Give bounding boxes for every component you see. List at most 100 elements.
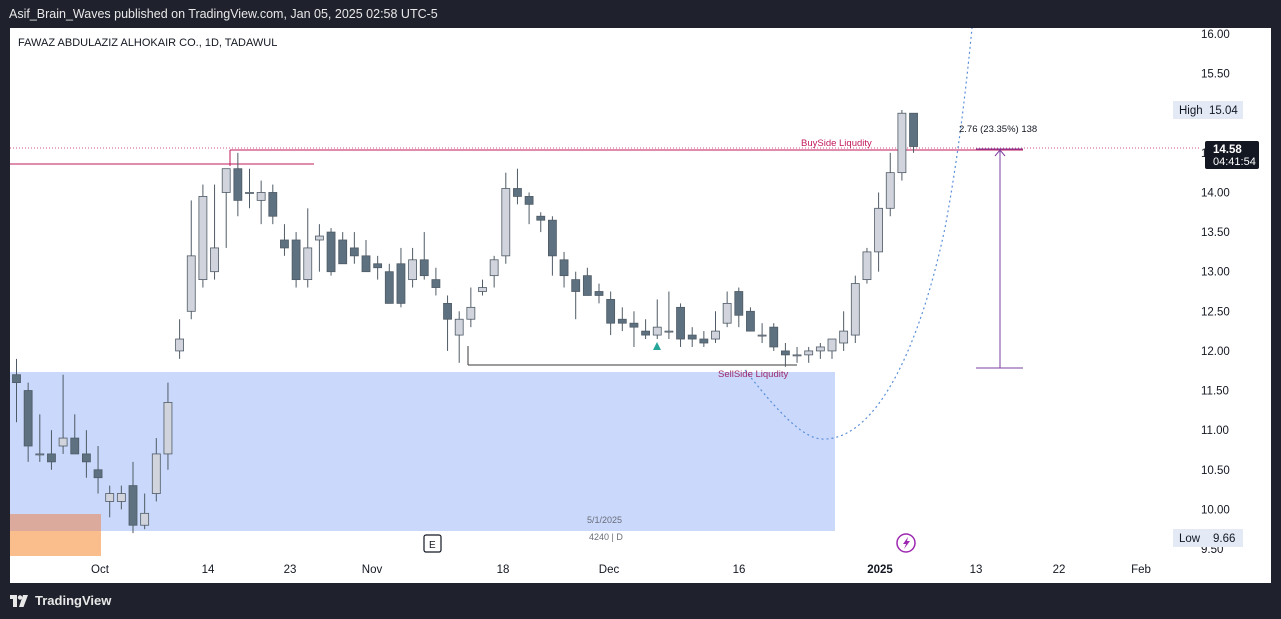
candle-body	[664, 330, 674, 333]
y-tick-label: 10.00	[1201, 504, 1230, 516]
candle	[734, 287, 744, 328]
candle	[548, 216, 557, 276]
x-tick-label: 16	[733, 564, 746, 576]
candle	[361, 240, 371, 273]
candle	[792, 346, 802, 363]
candle-body	[897, 112, 907, 174]
candle-body	[617, 318, 627, 324]
candle-body	[326, 231, 336, 273]
candle-body	[606, 299, 616, 324]
candle-body	[559, 259, 569, 277]
candle-body	[384, 271, 394, 304]
candle-body	[373, 263, 383, 269]
candle	[711, 311, 720, 343]
candle-body	[221, 168, 231, 193]
y-tick-label: 11.00	[1201, 425, 1229, 437]
candle	[606, 291, 616, 336]
candle	[466, 287, 476, 328]
candle	[804, 346, 814, 363]
candle	[850, 275, 860, 343]
candle-body	[548, 219, 557, 257]
candle-body	[116, 493, 126, 502]
low-value: 9.66	[1213, 533, 1235, 545]
y-tick-label: 12.00	[1201, 346, 1230, 358]
candle-body	[82, 453, 91, 463]
low-label: Low	[1179, 533, 1201, 545]
drawings-layer	[10, 28, 1200, 440]
low-badge	[1173, 529, 1243, 547]
candle-body	[431, 279, 441, 288]
candle-body	[443, 302, 452, 320]
candle-body	[12, 374, 21, 384]
candle-body	[338, 239, 348, 265]
candle-body	[885, 172, 895, 209]
candle	[326, 228, 336, 276]
tradingview-logo-icon	[10, 594, 30, 607]
candle-body	[70, 437, 80, 455]
candle	[827, 338, 837, 359]
y-tick-label: 11.50	[1201, 386, 1229, 398]
time-axis: Oct 14 23 Nov 18 Dec 16 2025 13 22 Feb	[91, 564, 1151, 576]
buyside-label: BuySide Liqudity	[801, 138, 872, 149]
candle-body	[163, 402, 173, 455]
candle	[897, 110, 907, 181]
candle-body	[850, 283, 860, 336]
price-chart[interactable]: 16.0015.5015.0014.5014.0013.5013.0012.50…	[10, 28, 1271, 583]
candle	[210, 184, 219, 280]
candle-body	[478, 287, 487, 292]
candles-layer	[12, 110, 918, 534]
candle	[885, 152, 895, 217]
candle	[221, 168, 231, 248]
earnings-icon[interactable]	[423, 534, 442, 553]
x-tick-label: 22	[1053, 564, 1066, 576]
candle	[163, 382, 173, 470]
candle-body	[513, 188, 522, 197]
candle-body	[641, 330, 650, 336]
candle-body	[757, 334, 767, 337]
candle-body	[128, 485, 138, 526]
candle-body	[349, 247, 359, 257]
signal-triangle-icon	[653, 342, 661, 350]
candle	[338, 232, 348, 265]
date-note: 5/1/2025	[587, 515, 622, 525]
candle-body	[186, 255, 196, 312]
candle	[151, 438, 161, 502]
candle-body	[781, 350, 790, 356]
candle	[408, 247, 418, 288]
candle	[874, 192, 883, 272]
candle-body	[93, 469, 103, 479]
rose-zone-overlay	[10, 514, 101, 531]
published-line: Asif_Brain_Waves published on TradingVie…	[9, 7, 438, 21]
measure-label: 2.76 (23.35%) 138	[959, 124, 1037, 135]
code-note: 4240 | D	[589, 532, 623, 542]
x-tick-label: Dec	[599, 564, 620, 576]
candle	[489, 255, 499, 288]
candle	[245, 168, 254, 209]
candle-body	[874, 207, 883, 253]
countdown: 04:41:54	[1213, 156, 1256, 168]
candle	[524, 192, 534, 225]
candle	[536, 212, 546, 233]
candle	[699, 331, 709, 347]
candle-body	[571, 279, 581, 292]
high-label: High	[1179, 105, 1203, 117]
candle-body	[582, 275, 592, 296]
tradingview-brand[interactable]: TradingView	[10, 592, 111, 608]
candle	[757, 323, 767, 343]
candle-body	[47, 453, 56, 463]
candle	[769, 323, 779, 351]
candle-body	[291, 239, 301, 281]
symbol-line: FAWAZ ABDULAZIZ ALHOKAIR CO., 1D, TADAWU…	[18, 37, 277, 49]
candle	[12, 358, 21, 423]
candle	[116, 485, 126, 510]
candle-body	[105, 493, 115, 502]
candle	[186, 200, 196, 320]
high-badge	[1173, 101, 1243, 119]
candle-body	[862, 251, 872, 281]
candle	[128, 461, 138, 534]
chart-area[interactable]: 16.0015.5015.0014.5014.0013.5013.0012.50…	[10, 28, 1271, 583]
candle-body	[361, 255, 371, 273]
candle-body	[408, 259, 418, 281]
candle-body	[466, 306, 476, 320]
candle-body	[676, 306, 685, 340]
